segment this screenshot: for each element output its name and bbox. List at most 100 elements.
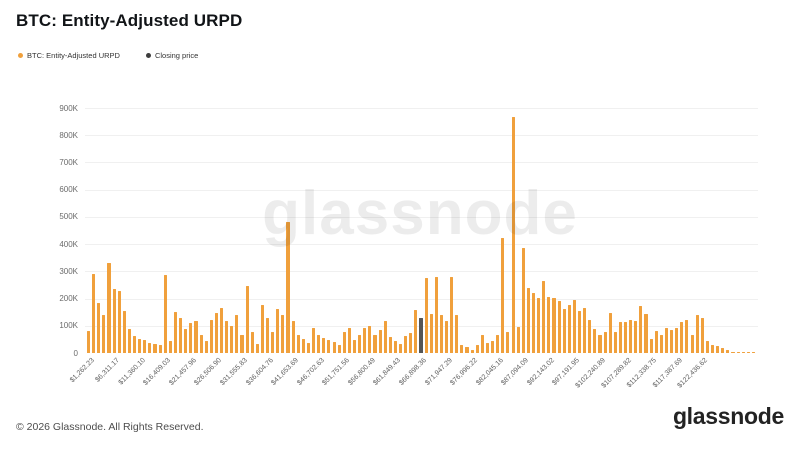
- bar: [347, 328, 351, 353]
- bar: [496, 334, 500, 353]
- bar: [184, 328, 188, 353]
- bar: [358, 334, 362, 353]
- bar: [618, 322, 622, 353]
- x-axis-label: $26,506.90: [193, 357, 224, 387]
- bar: [87, 331, 91, 353]
- x-axis-label: $112,338.75: [625, 357, 659, 390]
- x-axis-label: $16,409.03: [142, 357, 173, 387]
- y-axis-label: 0: [73, 348, 78, 358]
- y-axis-label: 100K: [59, 321, 78, 331]
- bar: [322, 338, 326, 353]
- bar: [460, 344, 464, 353]
- bar: [286, 222, 290, 353]
- footer-copyright: © 2026 Glassnode. All Rights Reserved.: [16, 421, 204, 433]
- bar: [654, 330, 658, 353]
- bar: [511, 116, 515, 353]
- bar: [260, 304, 264, 353]
- bar: [470, 349, 474, 353]
- bar: [491, 340, 495, 353]
- bar: [680, 322, 684, 353]
- gridline: [85, 244, 758, 246]
- x-axis-label: $87,094.09: [500, 357, 531, 387]
- urpd-bar-chart: 0 100K 200K 300K 400K 500K 600K 700K 800K 900K $1,…: [0, 90, 800, 390]
- y-axis-label: 800K: [59, 130, 78, 140]
- bar: [373, 334, 377, 353]
- bar: [542, 280, 546, 353]
- bar: [547, 296, 551, 353]
- bar: [306, 342, 311, 353]
- bar: [230, 325, 234, 353]
- bar: [521, 248, 525, 353]
- x-axis-label: $102,240.89: [574, 357, 607, 390]
- x-axis-label: $51,751.56: [321, 357, 352, 387]
- bar: [475, 344, 479, 353]
- x-axis-label: $21,457.96: [168, 357, 198, 387]
- bar: [158, 344, 162, 353]
- x-axis-label: $1,262.23: [68, 357, 96, 384]
- bar: [746, 352, 750, 353]
- bar: [562, 308, 566, 353]
- x-axis-label: $82,045.16: [474, 357, 505, 387]
- bar: [613, 331, 617, 353]
- gridline: [85, 216, 758, 218]
- bar: [567, 304, 571, 353]
- legend-item-closing-price[interactable]: Closing price: [145, 51, 199, 60]
- bar: [204, 340, 208, 353]
- bar: [429, 314, 433, 353]
- bar: [133, 336, 137, 353]
- bar: [685, 319, 689, 353]
- bar: [537, 298, 541, 353]
- gridline: [85, 108, 758, 109]
- legend-label-closing-price: Closing price: [154, 51, 199, 60]
- chart-legend: BTC: Entity-Adjusted URPD Closing price: [18, 51, 198, 60]
- bar: [337, 344, 341, 353]
- page-title: BTC: Entity-Adjusted URPD: [16, 11, 243, 30]
- bar: [710, 344, 715, 353]
- y-axis-label: 200K: [59, 294, 78, 304]
- bar: [593, 329, 597, 353]
- x-axis-label: $66,898.36: [398, 357, 428, 387]
- bar: [721, 348, 725, 353]
- bar: [506, 331, 510, 353]
- bar: [97, 302, 101, 353]
- bar: [731, 351, 735, 353]
- x-axis-label: $61,849.43: [372, 357, 403, 387]
- x-axis-label: $97,191.95: [551, 357, 582, 387]
- bar: [138, 339, 142, 353]
- x-axis-label: $122,436.62: [676, 357, 710, 390]
- bar: [342, 331, 346, 353]
- bar: [352, 339, 357, 353]
- bar: [276, 308, 280, 353]
- bar: [465, 347, 469, 353]
- bar: [531, 293, 536, 353]
- bar: [143, 339, 147, 353]
- urpd-series-marker-icon: [18, 53, 23, 58]
- bar: [634, 321, 638, 353]
- gridline: [85, 162, 758, 164]
- bar: [659, 334, 663, 353]
- bar: [122, 310, 126, 353]
- bar: [414, 310, 418, 353]
- bar: [225, 321, 229, 353]
- bar: [624, 322, 628, 353]
- bar: [92, 274, 96, 353]
- bar: [163, 275, 167, 353]
- bar: [516, 327, 520, 353]
- gridline: [85, 135, 758, 137]
- bar: [450, 276, 454, 353]
- bar: [219, 307, 224, 353]
- gridline: [85, 298, 758, 300]
- glassnode-logo[interactable]: glassnode: [672, 403, 784, 429]
- bar: [398, 344, 403, 353]
- bar: [603, 331, 607, 353]
- bar: [557, 300, 561, 353]
- bar: [317, 334, 321, 353]
- bar: [608, 313, 612, 353]
- legend-item-urpd[interactable]: BTC: Entity-Adjusted URPD: [18, 51, 120, 60]
- bar: [102, 314, 106, 353]
- bar: [281, 314, 285, 353]
- bar: [716, 346, 720, 353]
- bar: [700, 317, 704, 353]
- bar: [751, 352, 755, 353]
- y-axis-label: 500K: [59, 212, 78, 222]
